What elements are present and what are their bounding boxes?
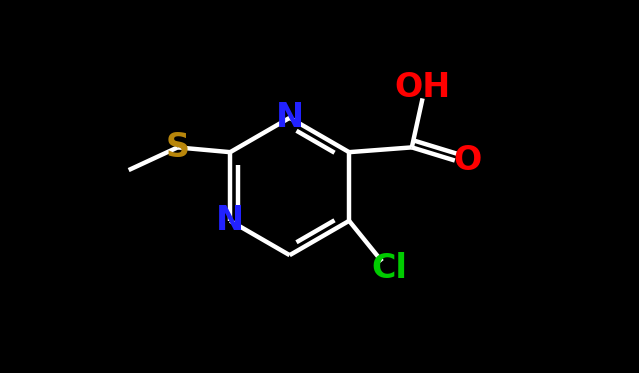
Text: S: S <box>166 131 190 164</box>
Text: N: N <box>216 204 244 237</box>
Text: N: N <box>275 101 304 134</box>
Text: Cl: Cl <box>371 252 407 285</box>
Text: OH: OH <box>394 71 450 104</box>
Text: O: O <box>454 144 482 177</box>
